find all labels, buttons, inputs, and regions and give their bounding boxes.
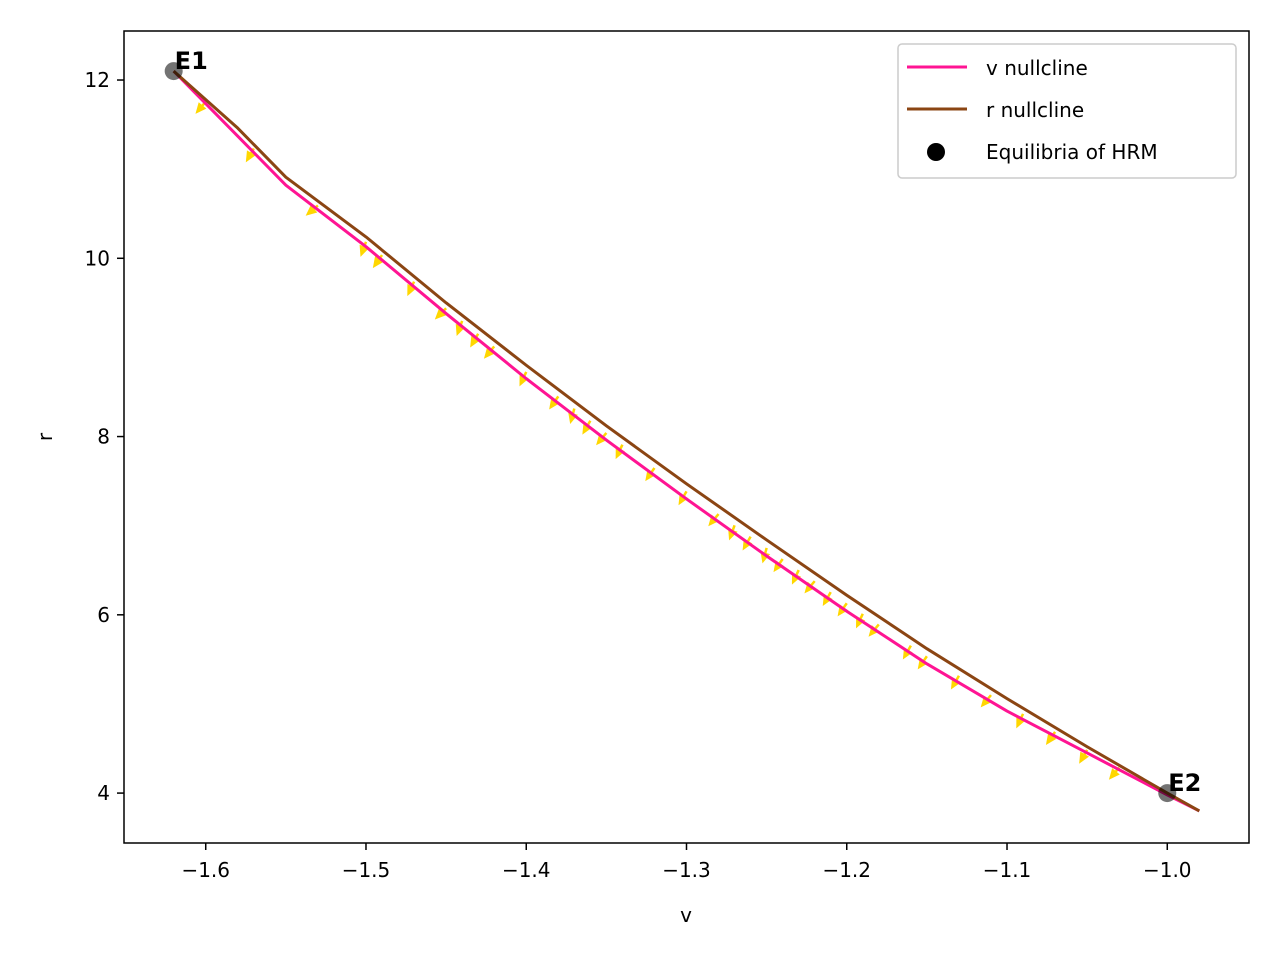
equilibrium-label-e1: E1 <box>175 47 208 75</box>
x-tick-label: −1.6 <box>181 858 230 882</box>
series-r-nullcline <box>172 69 1201 813</box>
equilibria-points: E1 E2 <box>164 47 1201 803</box>
vector-arrow <box>1045 731 1057 745</box>
y-tick-label: 8 <box>97 425 110 449</box>
x-tick-label: −1.0 <box>1143 858 1192 882</box>
y-tick-label: 10 <box>85 246 110 270</box>
y-axis-ticks: 4 6 8 10 12 <box>85 68 124 805</box>
legend-swatch-equilibria <box>927 143 945 161</box>
x-tick-label: −1.5 <box>342 858 391 882</box>
equilibrium-label-e2: E2 <box>1168 769 1201 797</box>
x-tick-label: −1.4 <box>502 858 551 882</box>
equilibrium-point-e1 <box>164 62 183 81</box>
series-v-nullcline <box>172 70 1200 813</box>
x-axis-label: v <box>680 903 692 927</box>
vector-arrow <box>372 254 384 269</box>
legend: v nullcline r nullcline Equilibria of HR… <box>897 43 1237 179</box>
vector-arrow <box>483 345 496 359</box>
vector-arrow <box>407 281 417 297</box>
legend-label-equilibria: Equilibria of HRM <box>986 140 1158 164</box>
x-tick-label: −1.2 <box>822 858 871 882</box>
y-tick-label: 4 <box>97 781 110 805</box>
vector-arrow <box>470 333 480 348</box>
y-tick-label: 6 <box>97 603 110 627</box>
legend-box <box>897 43 1237 179</box>
x-tick-label: −1.3 <box>662 858 711 882</box>
y-axis-label: r <box>33 432 57 441</box>
vector-arrow <box>1016 713 1026 729</box>
x-tick-label: −1.1 <box>983 858 1032 882</box>
y-tick-label: 12 <box>85 68 110 92</box>
vector-arrow <box>434 307 447 320</box>
equilibrium-point-e2 <box>1158 784 1177 803</box>
x-axis-ticks: −1.6 −1.5 −1.4 −1.3 −1.2 −1.1 −1.0 <box>181 843 1192 882</box>
legend-label-v-nullcline: v nullcline <box>986 56 1088 80</box>
legend-label-r-nullcline: r nullcline <box>986 98 1084 122</box>
nullcline-series <box>172 69 1201 813</box>
